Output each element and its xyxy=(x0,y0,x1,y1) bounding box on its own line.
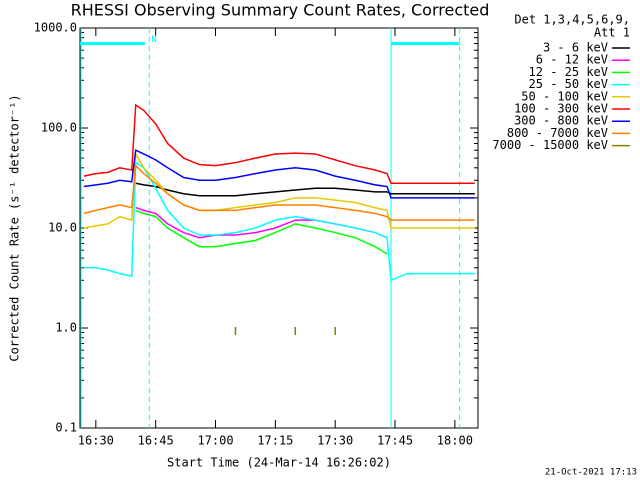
series-line xyxy=(83,149,475,199)
series-line xyxy=(135,209,388,255)
series-line xyxy=(83,103,475,185)
legend-label: 50 - 100 keV xyxy=(521,89,608,103)
legend-label: 300 - 800 keV xyxy=(514,114,608,128)
legend-label: 100 - 300 keV xyxy=(514,102,608,116)
legend-label: 12 - 25 keV xyxy=(529,65,608,79)
legend-label: 3 - 6 keV xyxy=(543,41,608,55)
legend-label: 6 - 12 keV xyxy=(536,53,608,67)
y-tick-label: 100.0 xyxy=(41,121,77,135)
y-tick-label: 0.1 xyxy=(55,421,77,435)
x-tick-label: 17:45 xyxy=(377,434,413,448)
legend-label: 7000 - 15000 keV xyxy=(492,138,608,152)
series-line xyxy=(135,182,475,197)
x-tick-label: 16:45 xyxy=(138,434,174,448)
x-tick-label: 17:30 xyxy=(317,434,353,448)
chart-title: RHESSI Observing Summary Count Rates, Co… xyxy=(71,1,490,20)
y-tick-label: 1.0 xyxy=(55,321,77,335)
footer: 21-Oct-2021 17:13 xyxy=(545,468,637,478)
legend-header: Att 1 xyxy=(594,26,630,40)
y-tick-label: 1000.0 xyxy=(34,21,77,35)
legend-label: 25 - 50 keV xyxy=(529,77,608,91)
y-axis-label: Corrected Count Rate (s⁻¹ detector⁻¹) xyxy=(8,94,22,361)
series-line xyxy=(83,164,475,221)
x-tick-label: 18:00 xyxy=(437,434,473,448)
legend-header: Det 1,3,4,5,6,9, xyxy=(514,13,630,27)
series-line xyxy=(83,161,475,282)
y-tick-label: 10.0 xyxy=(48,221,77,235)
annotation: N xyxy=(151,35,156,45)
x-tick-label: 16:30 xyxy=(78,434,114,448)
x-axis-label: Start Time (24-Mar-14 16:26:02) xyxy=(167,456,391,470)
series-line xyxy=(234,327,336,336)
x-tick-label: 17:15 xyxy=(257,434,293,448)
legend-label: 800 - 7000 keV xyxy=(507,126,608,140)
x-tick-label: 17:00 xyxy=(197,434,233,448)
